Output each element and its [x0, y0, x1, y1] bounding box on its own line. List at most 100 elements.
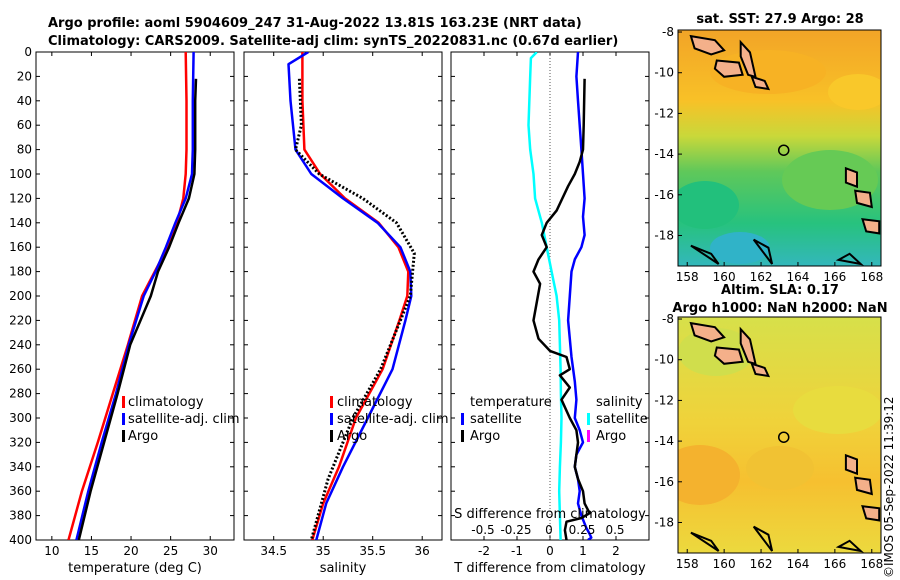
sst-map-title: sat. SST: 27.9 Argo: 28 — [696, 12, 863, 27]
y-tick-label: 300 — [9, 411, 32, 425]
profile-marker — [777, 144, 790, 156]
sla-map-title-1: Altim. SLA: 0.17 — [721, 283, 839, 298]
x2-axis-label: S difference from climatology — [454, 507, 646, 522]
y-tick-label: -18 — [654, 228, 674, 242]
legend-salinity-argo: Argo — [596, 429, 626, 444]
x-tick-label: 164 — [787, 270, 810, 284]
x-tick-label: 35 — [316, 544, 331, 558]
y-tick-label: 260 — [9, 362, 32, 376]
salinity-legend: climatology satellite-adj. clim Argo — [330, 395, 449, 444]
y-tick-label: 40 — [17, 94, 32, 108]
x-tick-label: -1 — [511, 544, 523, 558]
y-tick-label: -18 — [654, 515, 674, 529]
y-tick-label: 20 — [17, 69, 32, 83]
y-tick-label: 240 — [9, 338, 32, 352]
coastline — [752, 525, 774, 552]
y-tick-label: 0 — [24, 45, 32, 59]
x-tick-label: 158 — [676, 270, 699, 284]
legend-swatch-climatology — [330, 396, 333, 408]
coastline — [752, 238, 774, 265]
legend-swatch-argo — [330, 430, 333, 442]
series-satellite-line — [287, 52, 413, 540]
y-tick-label: -10 — [654, 66, 674, 80]
y-tick-label: 220 — [9, 313, 32, 327]
legend-swatch-climatology — [122, 396, 125, 408]
legend-climatology: climatology — [337, 395, 413, 410]
title-line-2: Climatology: CARS2009. Satellite-adj cli… — [48, 34, 618, 49]
sla-patch — [793, 386, 881, 434]
legend-salinity-header: salinity — [596, 395, 643, 410]
legend-argo: Argo — [337, 429, 367, 444]
y-tick-label: -8 — [662, 25, 674, 39]
y-tick-label: 280 — [9, 387, 32, 401]
y-tick-label: -16 — [654, 188, 674, 202]
profile-marker — [777, 431, 790, 443]
legend-temperature-header: temperature — [470, 395, 552, 410]
series-climatology-line — [301, 52, 410, 540]
y-tick-label: -8 — [662, 312, 674, 326]
series-salinity-satellite-line — [527, 52, 563, 540]
x2-tick-label: 0 — [545, 523, 553, 537]
legend-argo: Argo — [128, 429, 158, 444]
legend-temperature-argo: Argo — [470, 429, 500, 444]
x-tick-label: 160 — [713, 270, 736, 284]
x-tick-label: 158 — [676, 557, 699, 571]
imos-stamp: ©IMOS 05-Sep-2022 11:39:12 — [882, 396, 896, 578]
temperature-legend: climatology satellite-adj. clim Argo — [122, 395, 240, 444]
x-tick-label: 2 — [612, 544, 620, 558]
x-tick-label: -2 — [478, 544, 490, 558]
sst-patches — [678, 50, 881, 264]
legend-swatch-argo — [122, 430, 125, 442]
y-tick-label: 400 — [9, 533, 32, 547]
x2-tick-label: -0.25 — [500, 523, 531, 537]
coastline — [689, 321, 726, 343]
y-tick-label: 80 — [17, 143, 32, 157]
x2-tick-label: -0.5 — [471, 523, 494, 537]
legend-satellite: satellite-adj. clim — [128, 412, 240, 427]
y-tick-label: 360 — [9, 484, 32, 498]
x-axis-label: salinity — [320, 561, 367, 576]
y-tick-label: 180 — [9, 265, 32, 279]
legend-swatch-satellite — [122, 413, 125, 425]
x-tick-label: 164 — [787, 557, 810, 571]
coastline — [713, 59, 744, 78]
coastline — [750, 362, 771, 378]
coastline — [844, 166, 858, 189]
legend-swatch-satellite — [330, 413, 333, 425]
coastline — [690, 244, 720, 265]
y-tick-label: 140 — [9, 216, 32, 230]
y-tick-label: -14 — [654, 434, 674, 448]
salinity-panel: 34.5 35 35.5 36 salinity — [243, 51, 443, 576]
map-frame — [677, 316, 882, 554]
legend-swatch-temperature-satellite — [461, 413, 464, 425]
sst-patch — [782, 150, 878, 210]
sla-patch — [678, 445, 740, 505]
x-tick-label: 166 — [823, 270, 846, 284]
coastline — [861, 505, 881, 522]
y-tick-label: 320 — [9, 435, 32, 449]
sst-map-axes: 158 160 162 164 166 168 -8 -10 -12 -14 -16 -18 — [654, 25, 883, 284]
x-tick-label: 30 — [203, 544, 218, 558]
x-tick-label: 168 — [860, 270, 883, 284]
y-tick-label: -14 — [654, 147, 674, 161]
legend-swatch-salinity-satellite — [587, 413, 590, 425]
coastline — [835, 539, 864, 553]
y-tick-label: 340 — [9, 460, 32, 474]
y-tick-label: 380 — [9, 509, 32, 523]
coastline — [854, 476, 873, 496]
y-tick-label: 200 — [9, 289, 32, 303]
y-tick-label: -12 — [654, 106, 674, 120]
series-argo-line — [294, 78, 416, 540]
x-tick-label: 36 — [415, 544, 430, 558]
difference-panel: -2 -1 0 1 2 T difference from climatology S di… — [450, 51, 650, 576]
coastline — [750, 75, 771, 91]
sla-map-axes: 158 160 162 164 166 168 -8 -10 -12 -14 -16 -18 — [654, 312, 883, 571]
x-tick-label: 160 — [713, 557, 736, 571]
sst-coastlines — [689, 34, 881, 266]
x-axis-label: temperature (deg C) — [68, 561, 202, 576]
sst-patch — [678, 181, 739, 229]
legend-swatch-temperature-argo — [461, 430, 464, 442]
sst-map: 158 160 162 164 166 168 -8 -10 -12 -14 -16 -18 — [654, 25, 883, 284]
y-tick-label: 100 — [9, 167, 32, 181]
y-tick-label: 160 — [9, 240, 32, 254]
